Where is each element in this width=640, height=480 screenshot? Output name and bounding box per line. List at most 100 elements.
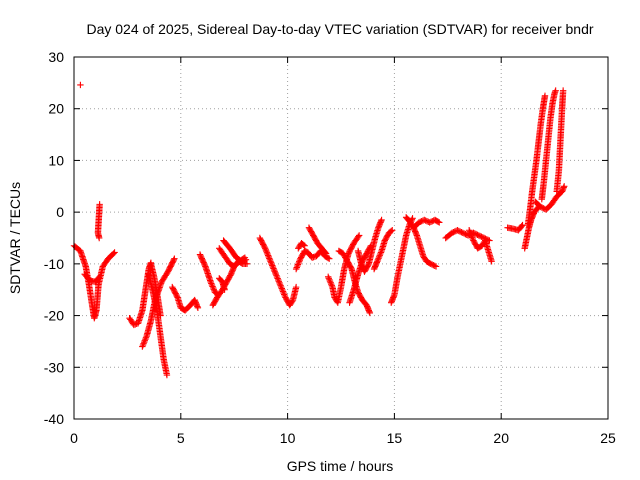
data-point-marker [272,269,279,276]
data-point-marker [293,264,300,271]
data-point-marker [111,249,118,256]
data-point-marker [267,258,274,265]
data-point-marker [277,282,284,289]
data-point-marker [271,268,278,275]
data-point-marker [262,246,269,253]
y-tick-label: 30 [48,49,64,65]
data-point-marker [327,279,334,286]
data-point-marker [142,336,149,343]
data-point-marker [389,227,396,234]
data-point-marker [281,291,288,298]
data-point-marker [519,221,526,229]
data-point-marker [324,273,332,280]
data-point-marker [96,273,103,280]
y-tick-label: -10 [44,256,64,272]
data-point-marker [375,253,383,261]
data-point-marker [243,260,251,268]
data-point-marker [366,309,374,317]
data-point-marker [279,288,287,295]
data-point-marker [541,92,549,99]
data-point-marker [294,262,301,270]
data-points [70,81,568,379]
data-point-marker [221,286,228,293]
data-point-marker [355,232,363,239]
data-point-marker [278,285,286,292]
data-point-marker [264,250,271,258]
x-tick-label: 5 [177,430,185,446]
data-point-marker [300,241,307,249]
data-point-marker [296,256,304,264]
plot-border [73,56,609,420]
data-point-marker [552,87,559,94]
data-point-marker [279,286,286,294]
data-point-marker [261,245,269,252]
data-point-marker [140,340,147,347]
data-point-marker [276,279,283,287]
y-tick-label: 20 [48,101,64,117]
data-point-marker [266,256,274,264]
data-point-marker [274,275,281,282]
data-point-marker [242,256,250,263]
data-point-marker [328,280,335,288]
data-point-marker [142,334,150,341]
data-point-marker [292,265,300,273]
data-point-marker [269,263,277,271]
data-point-marker [326,278,334,285]
data-point-marker [77,81,84,89]
data-point-marker [467,229,474,237]
data-point-marker [263,249,271,256]
data-point-marker [488,258,495,265]
data-point-marker [347,264,355,271]
data-point-marker [173,292,181,300]
x-tick-label: 20 [493,430,509,446]
data-point-marker [96,234,103,242]
data-point-marker [171,255,178,262]
data-point-marker [264,252,272,259]
data-point-marker [273,273,281,281]
y-tick-label: -40 [44,411,64,427]
data-point-marker [294,261,302,268]
data-point-marker [518,222,525,230]
data-point-marker [140,338,148,346]
data-point-marker [328,282,336,289]
y-tick-label: -30 [44,359,64,375]
x-tick-label: 15 [387,430,403,446]
data-point-marker [270,265,277,272]
data-point-marker [364,261,372,269]
data-point-marker [263,248,270,255]
data-point-marker [432,263,440,270]
data-point-marker [163,371,171,379]
data-point-marker [275,276,282,284]
data-point-marker [110,250,117,257]
data-point-marker [280,289,287,297]
data-point-marker [267,259,275,266]
chart-title: Day 024 of 2025, Sidereal Day-to-day VTE… [86,21,593,37]
data-point-marker [376,252,383,259]
data-point-marker [269,262,276,269]
data-point-marker [465,227,473,234]
data-point-marker [292,283,300,291]
y-tick-label: -20 [44,308,64,324]
tick-marks [73,56,609,420]
data-point-marker [270,266,278,274]
data-point-marker [139,341,147,349]
data-point-marker [431,262,438,269]
data-point-marker [295,258,303,265]
x-tick-label: 10 [280,430,296,446]
data-point-marker [209,283,216,290]
data-point-marker [288,298,296,305]
y-axis-label: SDTVAR / TECUs [7,182,23,294]
data-point-marker [467,231,475,238]
data-point-marker [268,260,275,268]
data-point-marker [469,234,476,241]
data-point-marker [277,283,285,291]
data-point-marker [409,215,416,222]
data-point-marker [466,228,473,235]
data-point-marker [375,255,382,262]
data-point-marker [374,256,382,263]
data-point-marker [377,250,384,258]
data-point-marker [434,218,442,226]
data-point-marker [141,337,148,344]
data-point-marker [266,255,273,262]
